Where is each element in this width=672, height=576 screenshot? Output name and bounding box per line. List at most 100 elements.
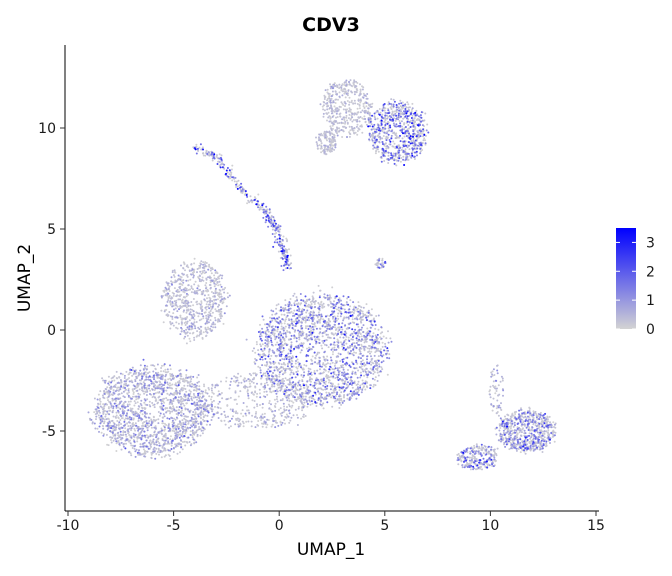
cell-point [200,300,203,303]
cell-point [372,128,375,130]
cell-point [267,330,270,333]
cell-point [321,335,324,338]
cell-point [163,290,166,293]
cell-point [335,399,338,402]
cell-point [339,310,342,313]
cell-point [197,326,200,329]
cell-point [465,464,467,467]
cell-point [96,427,99,430]
cell-point [242,422,245,425]
cell-point [401,125,403,128]
cell-point [296,384,299,387]
cell-point [196,388,199,391]
cell-point [177,322,180,325]
cell-point [340,397,343,400]
cell-point [212,303,215,306]
cell-point [522,416,525,419]
cell-point [173,275,176,278]
cell-point [187,422,190,425]
cell-point [284,371,287,374]
cell-point [183,440,186,443]
cell-point [264,374,267,377]
cell-point [318,144,321,147]
cell-point [176,327,179,330]
cell-point [262,386,265,388]
cell-point [163,429,166,432]
cell-point [336,116,339,118]
cell-point [257,193,260,196]
cell-point [268,407,271,410]
cell-point [359,89,362,91]
cell-point [135,448,138,451]
cell-point [287,355,290,358]
cell-point [331,347,334,350]
cell-point [217,318,220,321]
cell-point [189,278,192,281]
cell-point [229,175,232,178]
cell-point [216,281,219,283]
cell-point [137,405,140,408]
cell-point [329,83,331,86]
cell-point [424,139,427,142]
cell-point [310,348,313,351]
cell-point [407,103,410,106]
cell-point [311,295,314,298]
cell-point [387,127,390,130]
cell-point [356,123,359,126]
cell-point [213,277,216,280]
cell-point [333,82,336,85]
cell-point [273,334,276,337]
cell-point [209,287,212,290]
cell-point [114,416,117,418]
cell-point [214,386,217,389]
cell-point [329,362,332,365]
cell-point [393,142,396,145]
cell-point [418,145,421,148]
cell-point [362,86,365,89]
cell-point [275,307,278,310]
cell-point [381,130,384,133]
cell-point [184,269,186,272]
cell-point [291,355,294,358]
cell-point [343,396,345,399]
cell-point [268,353,270,356]
cell-point [368,344,370,347]
cell-point [130,454,133,457]
cell-point [204,284,207,287]
cell-point [360,343,363,346]
cell-point [219,407,222,410]
cell-point [401,101,404,104]
cell-point [196,300,198,303]
cell-point [357,325,360,328]
cell-point [224,423,227,426]
cell-point [361,131,364,134]
cell-point [516,426,519,429]
cell-point [133,404,136,407]
cell-point [219,312,222,315]
cell-point [268,349,271,352]
cell-point [310,373,313,376]
cell-point [306,347,308,350]
cell-point [164,407,167,410]
cell-point [327,111,330,114]
cell-point [170,297,172,300]
cell-point [258,388,261,391]
cell-point [220,380,222,383]
cell-point [347,376,350,379]
cell-point [385,147,388,150]
cell-point [203,383,205,386]
cell-point [320,378,323,381]
cell-point [377,355,380,358]
cell-point [381,259,384,262]
cell-point [292,414,295,417]
cell-point [324,132,327,135]
cell-point [338,393,341,396]
cell-point [298,379,301,382]
cell-point [325,375,328,378]
cell-point [383,109,386,112]
cell-point [315,354,318,357]
cell-point [356,118,359,121]
cell-point [331,305,334,308]
cell-point [386,130,389,133]
cell-point [250,391,253,394]
